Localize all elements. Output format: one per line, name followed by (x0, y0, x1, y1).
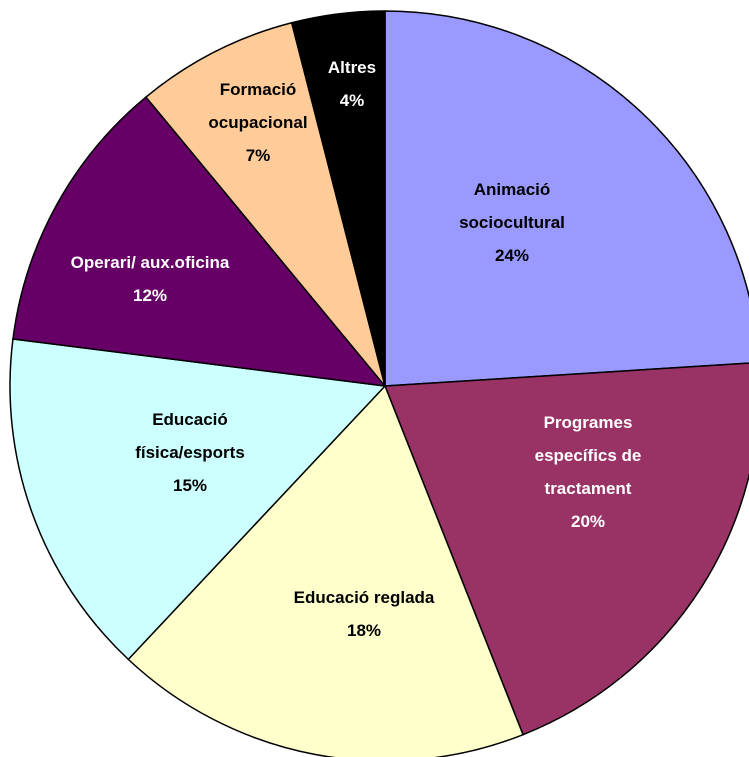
label-line: Programes (544, 413, 633, 432)
slice-label: Operari/ aux.oficina (71, 253, 230, 272)
label-line: Altres (328, 58, 376, 77)
label-line: sociocultural (459, 213, 565, 232)
label-line: ocupacional (208, 113, 307, 132)
slice-label: Educació reglada (294, 588, 435, 607)
value-label: 7% (246, 146, 271, 165)
label-line: Educació reglada (294, 588, 435, 607)
slice-label: Animació sociocultural (459, 180, 565, 232)
value-label: 24% (495, 246, 529, 265)
slice-label: Educació física/esports (135, 410, 245, 462)
slice-label: Altres (328, 58, 376, 77)
value-label: 12% (133, 286, 167, 305)
value-label: 18% (347, 621, 381, 640)
label-line: específics de (535, 446, 642, 465)
pie-slice (144, 21, 386, 387)
label-line: Formació (220, 80, 297, 99)
slice-label: Programes específics de tractament (535, 413, 642, 498)
label-line: Educació (152, 410, 228, 429)
label-line: física/esports (135, 443, 245, 462)
value-label: 15% (173, 476, 207, 495)
value-label: 20% (571, 512, 605, 531)
label-line: Animació (474, 180, 551, 199)
pie-slice (383, 362, 749, 736)
pie-slice (384, 10, 749, 387)
label-line: tractament (545, 479, 632, 498)
pie-slice (9, 338, 387, 661)
pie-slice (127, 384, 525, 757)
label-line: Operari/ aux.oficina (71, 253, 230, 272)
pie-slice (290, 10, 386, 387)
pie-slice (12, 96, 387, 387)
value-label: 4% (340, 91, 365, 110)
slice-label: Formació ocupacional (208, 80, 307, 132)
